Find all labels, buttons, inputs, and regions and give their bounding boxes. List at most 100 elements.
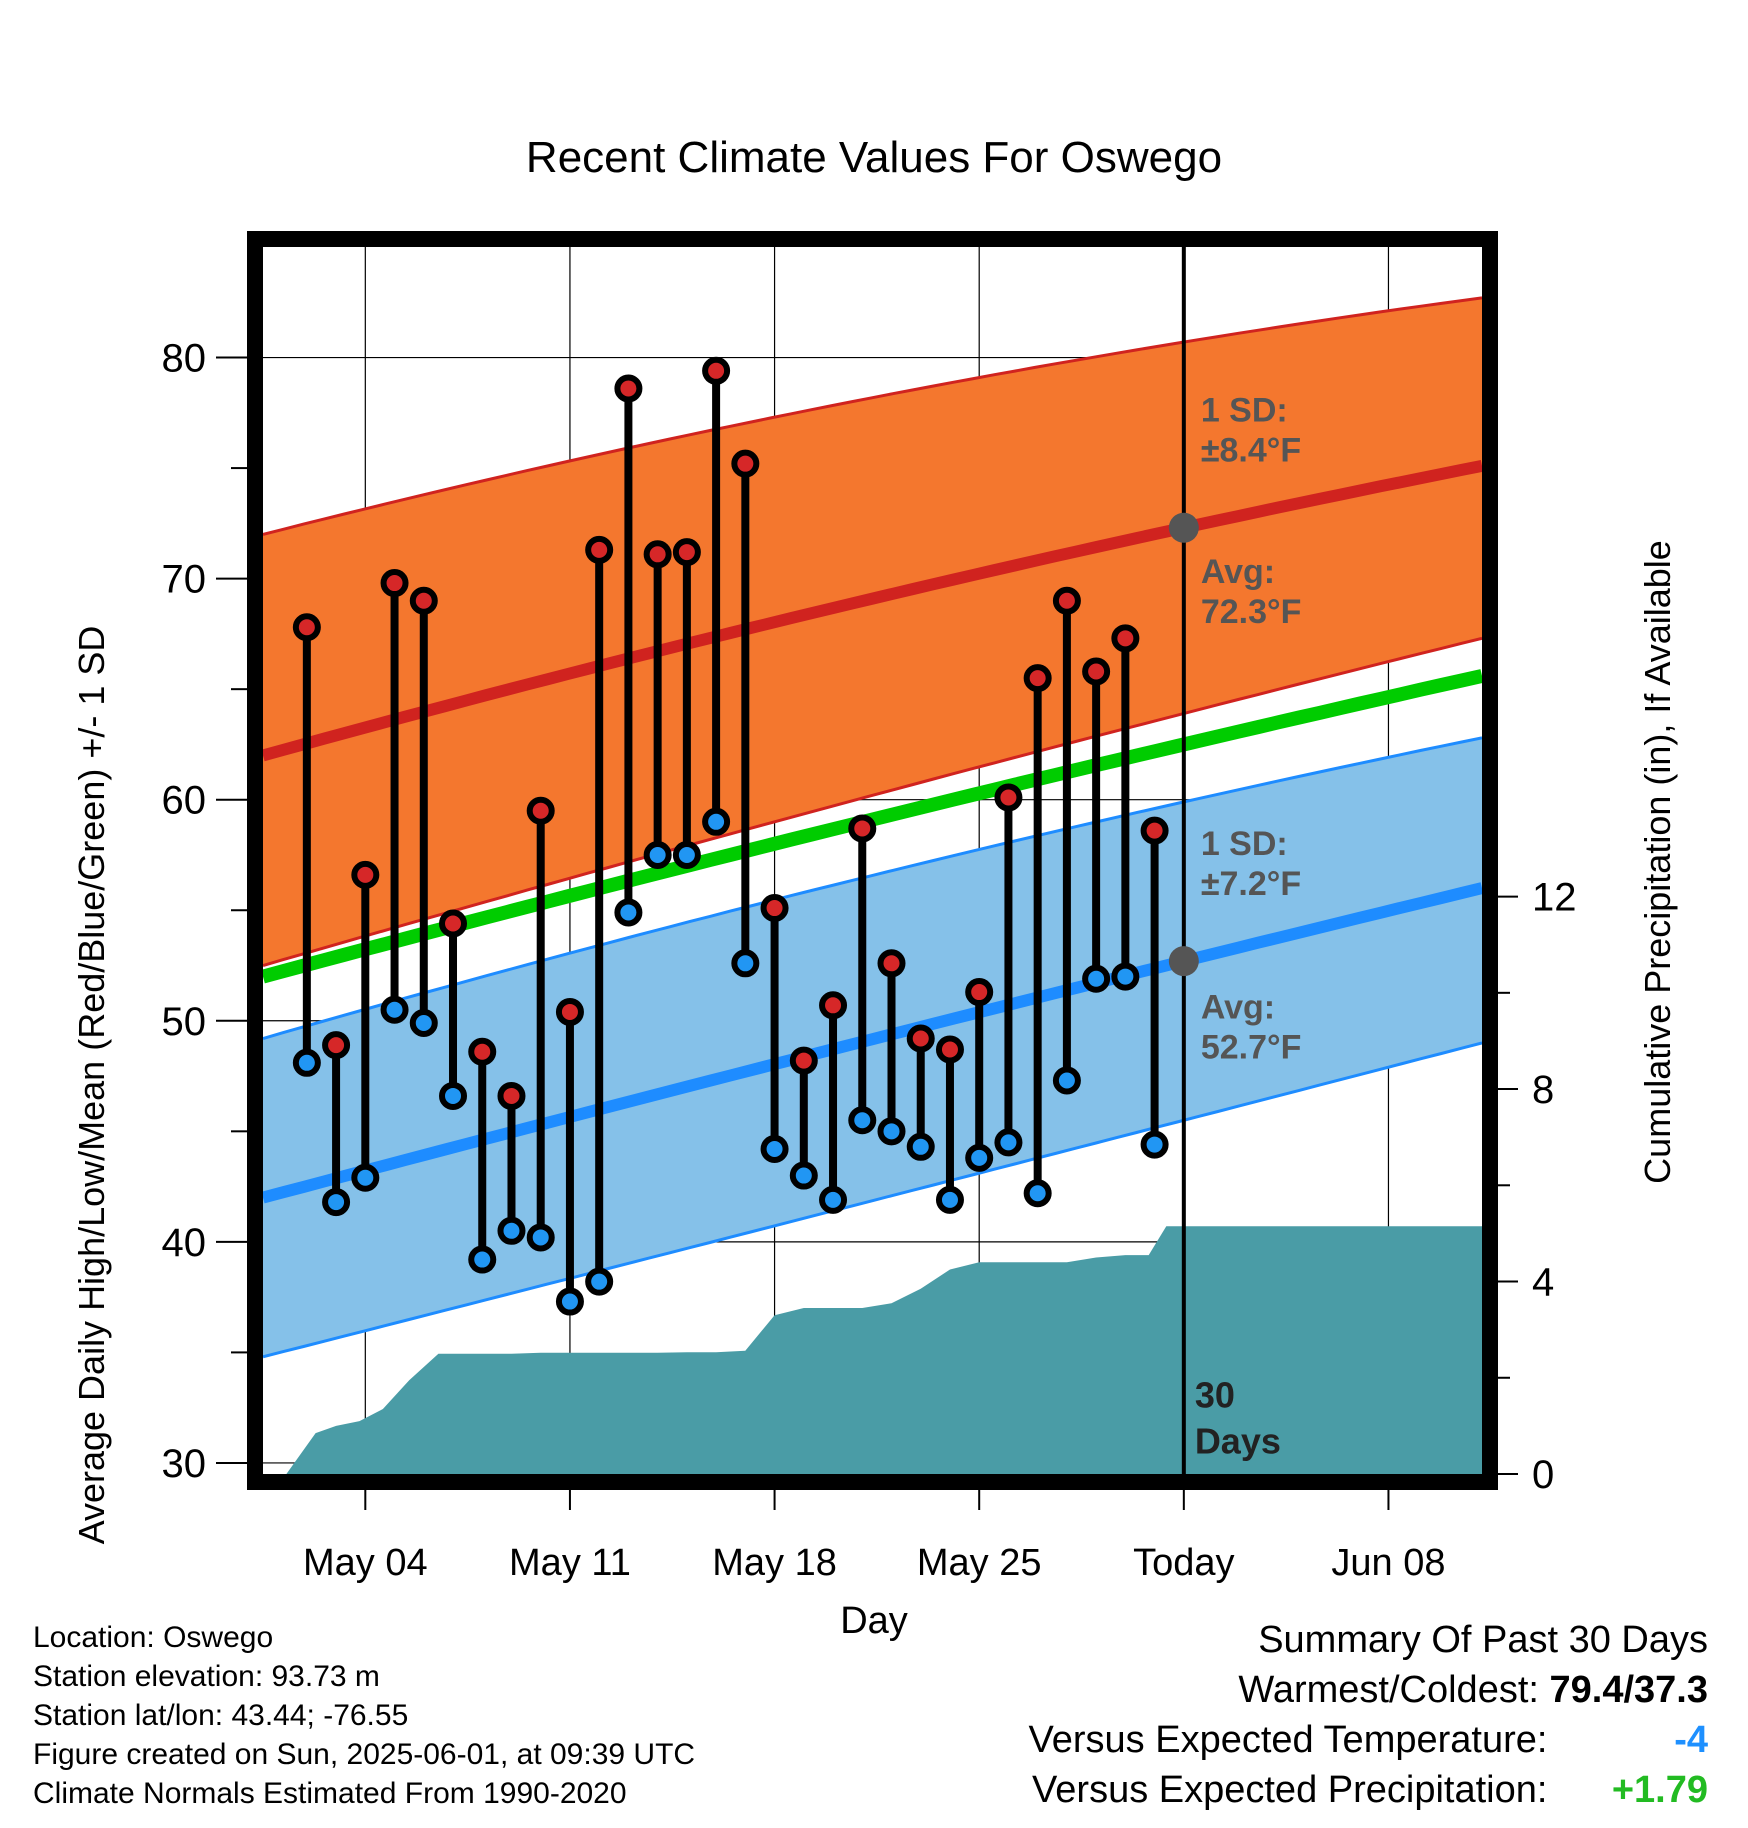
high-upper-line xyxy=(263,296,1482,536)
low-temp-point xyxy=(731,949,760,978)
low-normal-line xyxy=(263,882,1482,1204)
y-tick-label: 40 xyxy=(162,1221,207,1265)
high-temp-point xyxy=(935,1035,964,1064)
low-temp-point xyxy=(1140,1130,1169,1159)
low-temp-point xyxy=(877,1117,906,1146)
high-temp-point xyxy=(1140,816,1169,845)
high-temp-point xyxy=(322,1031,351,1060)
high-temp-point xyxy=(497,1081,526,1110)
high-temp-point xyxy=(351,860,380,889)
y2-tick-label: 8 xyxy=(1532,1068,1554,1112)
low-temp-point xyxy=(848,1106,877,1135)
temp-label: Versus Expected Temperature: xyxy=(1028,1719,1548,1761)
high-temp-point xyxy=(292,613,321,642)
summary-precip-row: Versus Expected Precipitation: +1.79 xyxy=(1029,1765,1708,1815)
y-tick-label: 60 xyxy=(162,779,207,823)
low-temp-point xyxy=(351,1163,380,1192)
x-tick-label: May 18 xyxy=(712,1542,837,1584)
plot-content: 1 SD: ±8.4°F Avg: 72.3°F 1 SD: ±7.2°F Avg: 52.7… xyxy=(263,247,1482,1474)
high-temp-point xyxy=(526,796,555,825)
chart-title: Recent Climate Values For Oswego xyxy=(526,133,1222,182)
low-temp-point xyxy=(935,1185,964,1214)
high-temp-point xyxy=(672,538,701,567)
low-temp-point xyxy=(614,898,643,927)
high-temp-point xyxy=(877,949,906,978)
high-temp-point xyxy=(380,569,409,598)
latlon-text: Station lat/lon: 43.44; -76.55 xyxy=(33,1699,409,1732)
high-temp-point xyxy=(468,1037,497,1066)
low-temp-point xyxy=(555,1287,584,1316)
location-text: Location: Oswego xyxy=(33,1621,274,1654)
y-tick-label: 80 xyxy=(162,337,207,381)
high-temp-point xyxy=(760,894,789,923)
x-tick-label: Jun 08 xyxy=(1331,1542,1445,1584)
y2-axis-label: Cumulative Precipitation (in), If Availa… xyxy=(1637,540,1678,1184)
high-temp-point xyxy=(1111,624,1140,653)
high-temp-point xyxy=(409,586,438,615)
high-temp-point xyxy=(1052,586,1081,615)
today-high-marker xyxy=(1168,512,1199,543)
y2-tick-label: 12 xyxy=(1532,876,1577,920)
low-temp-point xyxy=(585,1267,614,1296)
high-temp-point xyxy=(994,783,1023,812)
low-temp-point xyxy=(906,1132,935,1161)
y2-tick-label: 0 xyxy=(1532,1453,1554,1497)
low-temp-point xyxy=(1023,1179,1052,1208)
high-avg-annotation: Avg: 72.3°F xyxy=(1201,553,1302,631)
low-temp-point xyxy=(819,1185,848,1214)
low-temp-point xyxy=(526,1223,555,1252)
warmest-value: 79.4/37.3 xyxy=(1549,1669,1708,1711)
low-temp-point xyxy=(409,1008,438,1037)
high-temp-point xyxy=(965,978,994,1007)
precip-label: Versus Expected Precipitation: xyxy=(1032,1769,1548,1811)
high-temp-point xyxy=(848,814,877,843)
low-sd-annotation: 1 SD: ±7.2°F xyxy=(1201,825,1301,903)
y-tick-label: 70 xyxy=(162,558,207,602)
high-temp-point xyxy=(819,991,848,1020)
low-upper-line xyxy=(263,736,1482,1040)
low-avg-annotation: Avg: 52.7°F xyxy=(1201,989,1302,1067)
high-temp-point xyxy=(1082,657,1111,686)
low-temp-point xyxy=(1111,962,1140,991)
normals-text: Climate Normals Estimated From 1990-2020 xyxy=(33,1777,627,1810)
low-temp-point xyxy=(1052,1066,1081,1095)
low-temp-point xyxy=(760,1135,789,1164)
y2-tick-label: 4 xyxy=(1532,1261,1554,1305)
precip-value: +1.79 xyxy=(1611,1769,1708,1811)
high-temp-point xyxy=(731,449,760,478)
high-temp-point xyxy=(906,1024,935,1053)
low-temp-point xyxy=(965,1143,994,1172)
high-temp-point xyxy=(702,356,731,385)
warmest-label: Warmest/Coldest: xyxy=(1238,1669,1539,1711)
high-temp-point xyxy=(1023,664,1052,693)
high-temp-point xyxy=(643,540,672,569)
low-temp-point xyxy=(1082,964,1111,993)
summary-title: Summary Of Past 30 Days xyxy=(1258,1619,1708,1661)
low-temp-point xyxy=(672,840,701,869)
x-tick-label: May 25 xyxy=(917,1542,1042,1584)
low-temp-point xyxy=(994,1128,1023,1157)
summary-warmest-row: Warmest/Coldest: 79.4/37.3 xyxy=(1029,1665,1708,1715)
station-info: Location: Oswego Station elevation: 93.7… xyxy=(33,1618,695,1813)
high-temp-point xyxy=(555,997,584,1026)
high-temp-point xyxy=(614,374,643,403)
temp-value: -4 xyxy=(1674,1719,1708,1761)
x-axis-label: Day xyxy=(840,1600,908,1642)
low-temp-point xyxy=(497,1216,526,1245)
today-days-label: 30 Days xyxy=(1195,1375,1281,1462)
low-temp-point xyxy=(468,1245,497,1274)
high-temp-point xyxy=(585,535,614,564)
low-temp-point xyxy=(789,1161,818,1190)
summary-panel: Summary Of Past 30 Days Warmest/Coldest:… xyxy=(1029,1615,1708,1815)
high-normal-line xyxy=(263,460,1482,762)
low-temp-point xyxy=(439,1081,468,1110)
elevation-text: Station elevation: 93.73 m xyxy=(33,1660,380,1693)
plot-area: 1 SD: ±8.4°F Avg: 72.3°F 1 SD: ±7.2°F Avg: 52.7… xyxy=(162,231,1577,1584)
low-temp-point xyxy=(322,1188,351,1217)
high-sd-band xyxy=(263,297,1482,966)
high-temp-point xyxy=(789,1046,818,1075)
created-text: Figure created on Sun, 2025-06-01, at 09… xyxy=(33,1738,696,1771)
x-tick-label: Today xyxy=(1133,1542,1234,1584)
plot-frame xyxy=(247,231,1498,1490)
